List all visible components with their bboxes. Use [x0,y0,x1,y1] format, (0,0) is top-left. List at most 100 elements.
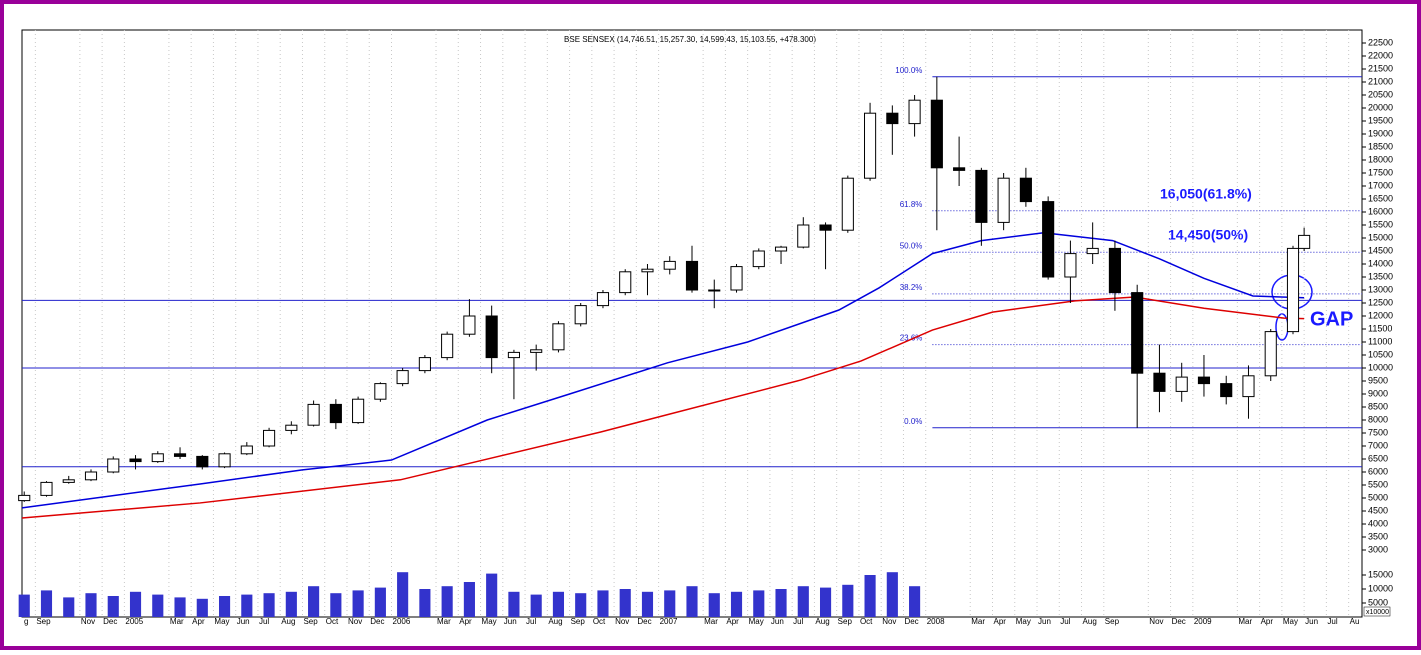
y-tick-label: 19500 [1368,115,1393,125]
x-tick-label: Jul [793,617,803,626]
x-tick-label: 2005 [125,617,143,626]
candle-body [218,453,231,468]
volume-bar [196,598,208,617]
volume-bar [18,594,30,617]
candle-body [307,403,320,426]
volume-bar [530,594,542,617]
volume-tick-label: 15000 [1368,569,1393,579]
x-tick-label: Jul [526,617,536,626]
candle-body [151,453,164,463]
x-tick-label: Dec [370,617,384,626]
chart-layer: g Sep Nov Dec 2005 Mar Apr May Jun Jul Aug Sep Oct No… [18,30,1393,626]
y-tick-label: 3000 [1368,544,1388,554]
volume-bar [575,593,587,617]
volume-bar [597,590,609,617]
x-tick-label: Mar [437,617,451,626]
x-tick-label: Sep [36,617,51,626]
x-tick-label: May [1016,617,1031,626]
volume-bar [797,586,809,617]
x-tick-label: Mar [170,617,184,626]
x-tick-label: May [1283,617,1298,626]
volume-bar [263,593,275,617]
x-tick-label: Au [1350,617,1360,626]
y-tick-label: 4500 [1368,505,1388,515]
x-tick-label: May [482,617,497,626]
y-tick-label: 15000 [1368,232,1393,242]
y-tick-label: 10000 [1368,362,1393,372]
volume-bar [508,591,520,617]
x-tick-label: Jun [504,617,517,626]
candle-body [1242,375,1255,398]
candle-body [708,289,721,292]
candle-body [263,429,276,447]
candle-body [1220,383,1233,398]
candle-body [953,167,966,171]
x-tick-label: Aug [815,617,829,626]
candle-body [1108,247,1121,294]
candle-body [507,351,520,359]
volume-bar [552,591,565,617]
volume-bar [129,591,142,617]
x-tick-label: Oct [593,617,606,626]
x-tick-label: Apr [192,617,205,626]
y-tick-label: 13000 [1368,284,1393,294]
y-tick-label: 9500 [1368,375,1388,385]
candle-body [374,383,387,400]
y-tick-label: 10500 [1368,349,1393,359]
volume-bar [374,587,386,617]
y-tick-label: 12500 [1368,297,1393,307]
volume-bar [886,572,898,617]
candle-body [774,246,788,252]
volume-bar [775,589,787,617]
candle-body [864,112,877,179]
y-tick-label: 11000 [1368,336,1392,346]
x-tick-label: Mar [971,617,985,626]
y-tick-label: 7000 [1368,440,1388,450]
candle-body [886,112,899,125]
y-tick-label: 4000 [1368,518,1388,528]
candle-body [619,271,632,294]
volume-tick-label: 10000 [1368,583,1393,593]
candle-body [352,398,365,424]
volume-bar [218,596,231,617]
volume-bar [63,597,75,617]
y-tick-label: 17500 [1368,167,1393,177]
y-tick-label: 5000 [1368,492,1388,502]
volume-bar [730,591,743,617]
y-tick-label: 20000 [1368,102,1393,112]
annotation: GAP [1310,308,1353,330]
volume-bar [708,593,720,617]
candle-body [685,260,699,291]
candle-body [329,403,342,424]
x-tick-label: Jul [259,617,269,626]
y-tick-label: 21000 [1368,76,1393,86]
x-tick-label: 2006 [393,617,411,626]
x-tick-label: Aug [281,617,295,626]
candle-body [84,471,98,481]
volume-bar [864,575,876,617]
x-tick-label: Oct [326,617,339,626]
x-tick-label: 2009 [1194,617,1212,626]
volume-unit-label: x10000 [1366,609,1389,616]
volume-bar [463,582,475,617]
candle-body [819,224,832,231]
fib-label: 0.0% [904,417,922,426]
x-tick-label: Jun [1038,617,1051,626]
y-tick-label: 6000 [1368,466,1388,476]
x-tick-label: Mar [704,617,718,626]
volume-bar [419,589,431,617]
candle-body [107,458,120,473]
y-tick-label: 6500 [1368,453,1388,463]
candle-body [1175,376,1188,392]
x-tick-label: Sep [571,617,586,626]
x-tick-label: Nov [1149,617,1163,626]
y-tick-label: 20500 [1368,89,1393,99]
candle-body [1131,292,1144,374]
candle-body [797,224,810,248]
volume-bar [441,586,453,617]
volume-bar [641,591,654,617]
y-tick-label: 14000 [1368,258,1393,268]
candle-body [441,333,454,359]
candle-body [1042,201,1055,278]
